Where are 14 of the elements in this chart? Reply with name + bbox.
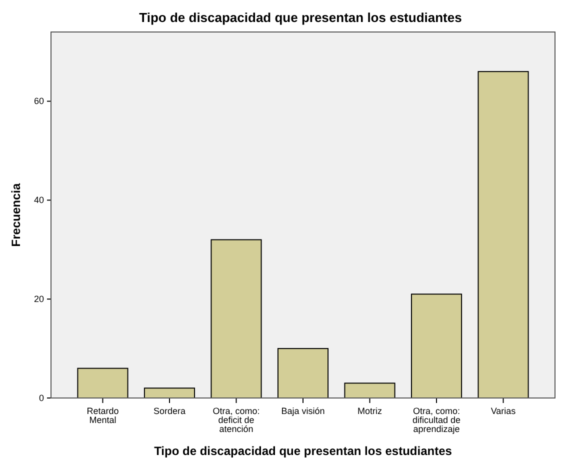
x-tick-label: Sordera — [153, 406, 186, 416]
x-tick-label: Baja visión — [281, 406, 325, 416]
chart-title: Tipo de discapacidad que presentan los estudiantes — [139, 10, 462, 25]
x-tick-label: Otra, como: dificultad de aprendizaje — [412, 406, 461, 434]
x-tick-label: Otra, como: deficit de atención — [212, 406, 260, 434]
x-tick-label: Varias — [490, 406, 516, 416]
y-tick-label: 20 — [34, 294, 44, 304]
y-tick-label: 0 — [38, 392, 44, 403]
x-tick-label: Retardo Mental — [86, 406, 119, 425]
x-axis-title: Tipo de discapacidad que presentan los estudiantes — [154, 444, 452, 458]
x-tick-label: Motriz — [358, 406, 383, 416]
y-tick-label: 40 — [34, 195, 44, 206]
y-tick-label: 60 — [34, 96, 44, 106]
y-axis-title: Frecuencia — [9, 183, 23, 247]
